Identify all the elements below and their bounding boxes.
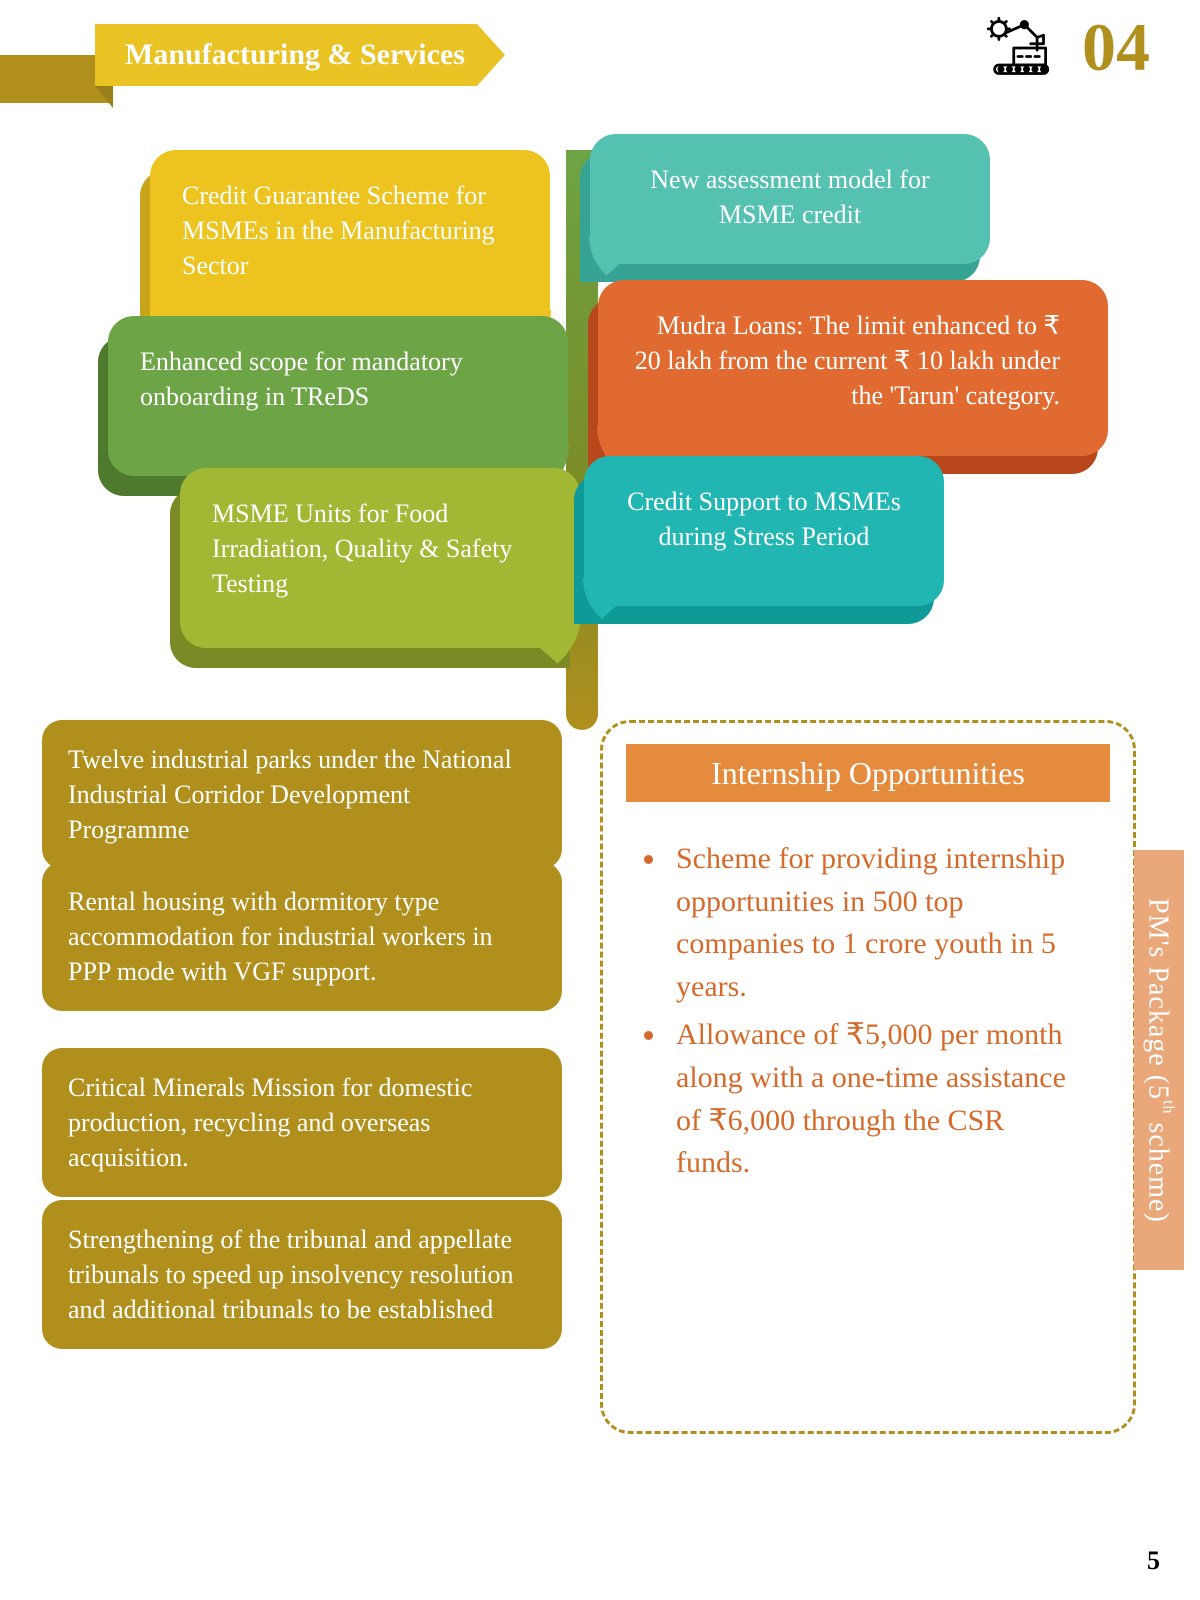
block-text: Critical Minerals Mission for domestic p… — [68, 1073, 472, 1172]
side-label: PM's Package (5th scheme) — [1141, 898, 1176, 1223]
bubble-text: Credit Guarantee Scheme for MSMEs in the… — [182, 178, 518, 283]
internship-title: Internship Opportunities — [711, 755, 1025, 792]
internship-header: Internship Opportunities — [626, 744, 1110, 802]
header-left-accent — [0, 55, 110, 103]
bubble-treds: Enhanced scope for mandatory onboarding … — [108, 316, 568, 476]
manufacturing-icon — [984, 14, 1052, 82]
internship-item: Scheme for providing internship opportun… — [668, 838, 1080, 1008]
bubble-text: Mudra Loans: The limit enhanced to ₹ 20 … — [630, 308, 1060, 413]
info-block: Twelve industrial parks under the Nation… — [42, 720, 562, 869]
bubble-mudra-loans: Mudra Loans: The limit enhanced to ₹ 20 … — [598, 280, 1108, 456]
bubble-text: Enhanced scope for mandatory onboarding … — [140, 344, 536, 414]
info-block: Strengthening of the tribunal and appell… — [42, 1200, 562, 1349]
bubble-text: Credit Support to MSMEs during Stress Pe… — [616, 484, 912, 554]
bubble-credit-guarantee: Credit Guarantee Scheme for MSMEs in the… — [150, 150, 550, 340]
section-banner: Manufacturing & Services — [95, 24, 505, 86]
bubble-food-irradiation: MSME Units for Food Irradiation, Quality… — [180, 468, 580, 648]
info-block: Rental housing with dormitory type accom… — [42, 862, 562, 1011]
bubble-text: MSME Units for Food Irradiation, Quality… — [212, 496, 548, 601]
bubble-assessment-model: New assessment model for MSME credit — [590, 134, 990, 264]
section-title: Manufacturing & Services — [125, 38, 465, 72]
bubble-text: New assessment model for MSME credit — [622, 162, 958, 232]
internship-item: Allowance of ₹5,000 per month along with… — [668, 1014, 1080, 1184]
block-text: Strengthening of the tribunal and appell… — [68, 1225, 514, 1324]
internship-list: Scheme for providing internship opportun… — [640, 838, 1080, 1191]
section-number: 04 — [1082, 8, 1150, 87]
pm-package-tag: PM's Package (5th scheme) — [1134, 850, 1184, 1270]
block-text: Twelve industrial parks under the Nation… — [68, 745, 512, 844]
block-text: Rental housing with dormitory type accom… — [68, 887, 493, 986]
info-block: Critical Minerals Mission for domestic p… — [42, 1048, 562, 1197]
bubble-credit-support: Credit Support to MSMEs during Stress Pe… — [584, 456, 944, 606]
page-number: 5 — [1147, 1546, 1160, 1576]
